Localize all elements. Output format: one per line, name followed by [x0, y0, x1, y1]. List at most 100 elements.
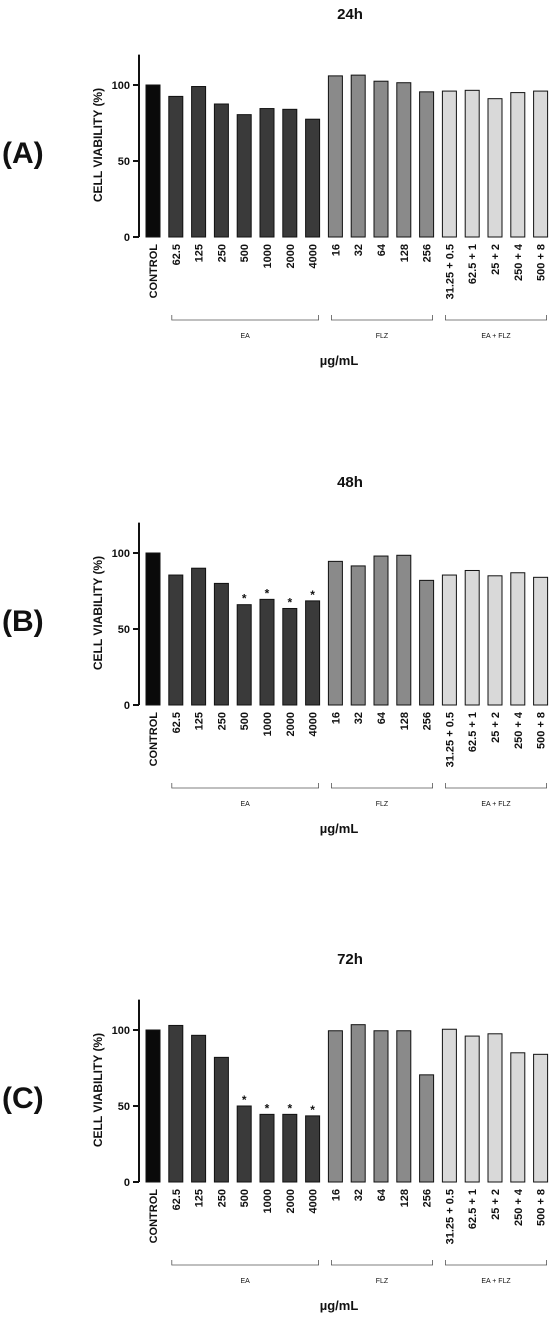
significance-marker: * — [287, 595, 292, 609]
group-bracket-FLZ — [331, 1260, 433, 1266]
x-tick-label: 500 — [239, 244, 251, 262]
bar-62.5 — [168, 574, 184, 706]
x-tick-label: 500 — [239, 712, 251, 730]
panel-letter: (A) — [2, 137, 44, 170]
significance-marker: * — [242, 592, 247, 606]
y-tick-label: 0 — [124, 1177, 130, 1189]
x-tick-label: 2000 — [285, 244, 297, 268]
significance-marker: * — [242, 1093, 247, 1107]
x-axis-label: µg/mL — [320, 353, 359, 368]
x-tick-label: 25 + 2 — [490, 1189, 502, 1220]
x-tick-label: 1000 — [262, 244, 274, 268]
group-label: EA + FLZ — [481, 801, 511, 808]
x-tick-label: 4000 — [308, 244, 320, 268]
group-bracket-EA — [171, 315, 319, 321]
bar-1000 — [259, 1113, 275, 1183]
bar-1000 — [259, 598, 275, 706]
group-label: EA + FLZ — [481, 333, 511, 340]
x-tick-label: 64 — [376, 711, 388, 724]
bar-256 — [419, 91, 435, 238]
bar-2000 — [282, 1113, 298, 1183]
bar-31.25 + 0.5 — [441, 1028, 457, 1183]
bar-CONTROL — [145, 552, 161, 706]
bar-256 — [419, 1074, 435, 1183]
x-tick-label: 1000 — [262, 712, 274, 736]
bar-500 — [236, 604, 252, 706]
x-tick-label: 25 + 2 — [490, 712, 502, 743]
x-tick-label: 500 + 8 — [536, 1189, 548, 1226]
group-label: EA + FLZ — [481, 1278, 511, 1285]
x-tick-label: 2000 — [285, 1189, 297, 1213]
bar-128 — [396, 554, 412, 706]
significance-marker: * — [265, 1101, 270, 1115]
x-tick-label: 256 — [422, 1189, 434, 1207]
y-tick-label: 50 — [118, 624, 130, 636]
y-axis-label: CELL VIABILITY (%) — [91, 1033, 105, 1147]
x-tick-label: 2000 — [285, 712, 297, 736]
bar-4000 — [305, 118, 321, 238]
x-tick-label: 4000 — [308, 712, 320, 736]
x-tick-label: 128 — [399, 1189, 411, 1207]
bar-62.5 + 1 — [464, 1035, 480, 1183]
x-tick-label: 32 — [353, 244, 365, 256]
x-tick-label: 62.5 — [171, 1189, 183, 1210]
x-tick-label: CONTROL — [148, 712, 160, 767]
group-bracket-FLZ — [331, 315, 433, 321]
bar-32 — [350, 565, 366, 706]
bar-2000 — [282, 108, 298, 238]
bar-500 — [236, 114, 252, 238]
bar-250 — [213, 1056, 229, 1183]
group-label: FLZ — [376, 801, 389, 808]
group-bracket-FLZ — [331, 783, 433, 789]
x-tick-label: 250 + 4 — [513, 711, 525, 749]
significance-marker: * — [310, 588, 315, 602]
bar-32 — [350, 74, 366, 238]
x-tick-label: 64 — [376, 243, 388, 256]
x-tick-label: 256 — [422, 244, 434, 262]
significance-marker: * — [287, 1101, 292, 1115]
x-tick-label: 250 — [216, 1189, 228, 1207]
x-tick-label: 125 — [194, 712, 206, 730]
group-bracket-EA — [171, 1260, 319, 1266]
y-tick-label: 50 — [118, 156, 130, 168]
x-tick-label: 16 — [330, 712, 342, 724]
bar-31.25 + 0.5 — [441, 90, 457, 238]
x-tick-label: 25 + 2 — [490, 244, 502, 275]
bar-500 + 8 — [533, 90, 549, 238]
group-label: EA — [241, 1278, 251, 1285]
x-tick-label: 31.25 + 0.5 — [444, 712, 456, 767]
group-label: EA — [241, 333, 251, 340]
bar-CONTROL — [145, 1029, 161, 1183]
bar-125 — [191, 1034, 207, 1183]
bar-1000 — [259, 108, 275, 238]
bar-250 + 4 — [510, 572, 526, 706]
bar-25 + 2 — [487, 98, 503, 238]
y-tick-label: 0 — [124, 232, 130, 244]
x-tick-label: 250 + 4 — [513, 1188, 525, 1226]
x-tick-label: 256 — [422, 712, 434, 730]
bar-2000 — [282, 607, 298, 706]
x-tick-label: 16 — [330, 244, 342, 256]
bar-62.5 — [168, 1024, 184, 1183]
bar-250 — [213, 582, 229, 706]
bar-32 — [350, 1024, 366, 1183]
bar-16 — [327, 1030, 343, 1183]
x-tick-label: 31.25 + 0.5 — [444, 244, 456, 299]
x-tick-label: 32 — [353, 1189, 365, 1201]
x-tick-label: 32 — [353, 712, 365, 724]
bar-16 — [327, 560, 343, 706]
group-label: FLZ — [376, 1278, 389, 1285]
significance-marker: * — [310, 1103, 315, 1117]
x-tick-label: 31.25 + 0.5 — [444, 1189, 456, 1244]
significance-marker: * — [265, 586, 270, 600]
x-tick-label: CONTROL — [148, 1189, 160, 1244]
bar-16 — [327, 75, 343, 238]
bar-500 + 8 — [533, 1053, 549, 1183]
group-bracket-EA + FLZ — [445, 315, 547, 321]
x-tick-label: 250 + 4 — [513, 243, 525, 281]
panel-letter: (B) — [2, 605, 44, 638]
bar-500 — [236, 1105, 252, 1183]
chart-panel-48h: (B) 48h CELL VIABILITY (%) 0 50 100 CONTROL 62.… — [2, 474, 549, 836]
x-tick-label: 62.5 + 1 — [467, 712, 479, 752]
